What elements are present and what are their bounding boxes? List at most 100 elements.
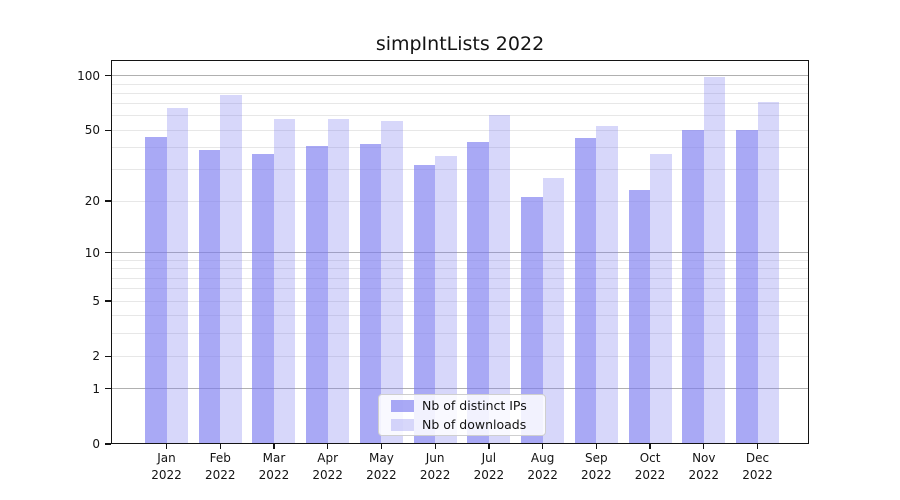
bar-downloads-aug bbox=[542, 178, 565, 444]
x-tick-label: Jul 2022 bbox=[449, 450, 529, 484]
x-tick-year: 2022 bbox=[634, 468, 666, 482]
x-tick-label: Feb 2022 bbox=[180, 450, 260, 484]
bar-distinct-ips-jun bbox=[413, 164, 436, 444]
legend-swatch bbox=[391, 399, 414, 412]
y-tick-label: 50 bbox=[84, 123, 100, 138]
bar-distinct-ips-dec bbox=[736, 130, 758, 444]
bar-distinct-ips-nov bbox=[682, 130, 704, 444]
x-tick-month: Jan bbox=[157, 451, 176, 465]
x-tick-month: Oct bbox=[639, 451, 661, 465]
bar-distinct-ips-jan bbox=[145, 136, 167, 444]
x-tick-label: Jan 2022 bbox=[127, 450, 207, 484]
x-tick-label: Sep 2022 bbox=[556, 450, 636, 484]
x-tick-month: May bbox=[369, 451, 394, 465]
x-tick-month: Sep bbox=[585, 451, 608, 465]
x-tick-label: May 2022 bbox=[341, 450, 421, 484]
minor-gridline bbox=[111, 147, 809, 149]
bar-downloads-apr bbox=[327, 118, 350, 444]
bar-downloads-jan bbox=[166, 108, 188, 444]
minor-gridline bbox=[111, 200, 809, 202]
bars-layer bbox=[111, 60, 809, 444]
x-tick-mark bbox=[595, 444, 597, 449]
y-tick-label: 20 bbox=[84, 194, 100, 209]
x-tick-month: Aug bbox=[530, 451, 555, 465]
x-tick-month: Mar bbox=[262, 451, 286, 465]
y-tick-mark bbox=[104, 75, 111, 77]
bar-distinct-ips-aug bbox=[521, 197, 543, 444]
minor-gridline bbox=[111, 277, 809, 279]
major-gridline bbox=[111, 75, 809, 77]
bar-downloads-dec bbox=[757, 101, 780, 444]
bar-distinct-ips-sep bbox=[574, 138, 597, 444]
bar-distinct-ips-apr bbox=[306, 145, 328, 444]
bar-downloads-jun bbox=[435, 155, 457, 444]
x-tick-year: 2022 bbox=[312, 468, 343, 482]
legend-swatch bbox=[391, 418, 414, 431]
y-tick-label: 2 bbox=[92, 349, 100, 364]
x-tick-mark bbox=[434, 444, 436, 449]
bar-downloads-nov bbox=[703, 77, 726, 444]
minor-gridline bbox=[111, 332, 809, 334]
y-tick-label: 100 bbox=[77, 68, 100, 83]
major-gridline bbox=[111, 388, 809, 390]
minor-gridline bbox=[111, 169, 809, 171]
y-tick-mark bbox=[104, 443, 111, 445]
y-tick-label: 10 bbox=[84, 245, 100, 260]
x-tick-mark bbox=[488, 444, 490, 449]
x-tick-mark bbox=[649, 444, 651, 449]
bar-distinct-ips-jul bbox=[467, 142, 489, 444]
minor-gridline bbox=[111, 115, 809, 117]
x-tick-month: Apr bbox=[317, 451, 339, 465]
bar-downloads-mar bbox=[273, 118, 296, 444]
y-tick-label: 5 bbox=[92, 294, 100, 309]
x-tick-mark bbox=[703, 444, 705, 449]
x-tick-label: Aug 2022 bbox=[503, 450, 583, 484]
minor-gridline bbox=[111, 129, 809, 131]
legend: Nb of distinct IPs Nb of downloads bbox=[378, 394, 546, 436]
bar-downloads-oct bbox=[650, 153, 672, 444]
y-tick-mark bbox=[104, 129, 111, 131]
x-tick-mark bbox=[541, 444, 544, 449]
x-tick-label: Nov 2022 bbox=[664, 450, 744, 484]
y-tick-mark bbox=[104, 300, 111, 302]
minor-gridline bbox=[111, 83, 809, 85]
y-tick-mark bbox=[104, 388, 111, 390]
x-tick-label: Dec 2022 bbox=[718, 450, 798, 484]
legend-label: Nb of distinct IPs bbox=[422, 398, 527, 413]
x-tick-year: 2022 bbox=[581, 468, 612, 482]
minor-gridline bbox=[111, 103, 809, 105]
x-tick-mark bbox=[219, 444, 221, 449]
minor-gridline bbox=[111, 259, 809, 261]
minor-gridline bbox=[111, 300, 809, 302]
bar-downloads-may bbox=[381, 121, 403, 444]
legend-label: Nb of downloads bbox=[422, 417, 527, 432]
x-tick-mark bbox=[273, 444, 275, 449]
x-tick-year: 2022 bbox=[473, 468, 505, 482]
x-tick-year: 2022 bbox=[151, 468, 182, 482]
y-tick-mark bbox=[104, 252, 111, 254]
plot-area bbox=[111, 60, 809, 444]
bar-downloads-sep bbox=[596, 125, 618, 444]
minor-gridline bbox=[111, 355, 809, 357]
x-tick-month: Dec bbox=[745, 451, 770, 465]
y-tick-mark bbox=[104, 355, 111, 357]
x-tick-year: 2022 bbox=[419, 468, 451, 482]
x-tick-year: 2022 bbox=[688, 468, 720, 482]
x-tick-mark bbox=[327, 444, 329, 449]
x-tick-mark bbox=[380, 444, 383, 449]
x-tick-month: Feb bbox=[209, 451, 231, 465]
x-tick-month: Nov bbox=[692, 451, 716, 465]
bar-distinct-ips-feb bbox=[198, 149, 221, 444]
bar-distinct-ips-mar bbox=[252, 153, 274, 444]
bar-distinct-ips-oct bbox=[628, 190, 651, 444]
x-tick-mark bbox=[165, 444, 168, 449]
x-tick-year: 2022 bbox=[204, 468, 236, 482]
minor-gridline bbox=[111, 288, 809, 290]
x-tick-label: Jun 2022 bbox=[395, 450, 475, 484]
bar-downloads-feb bbox=[220, 95, 242, 444]
y-tick-label: 1 bbox=[92, 381, 100, 396]
bar-distinct-ips-may bbox=[359, 143, 382, 444]
bar-downloads-jul bbox=[488, 114, 511, 444]
x-tick-year: 2022 bbox=[527, 468, 558, 482]
